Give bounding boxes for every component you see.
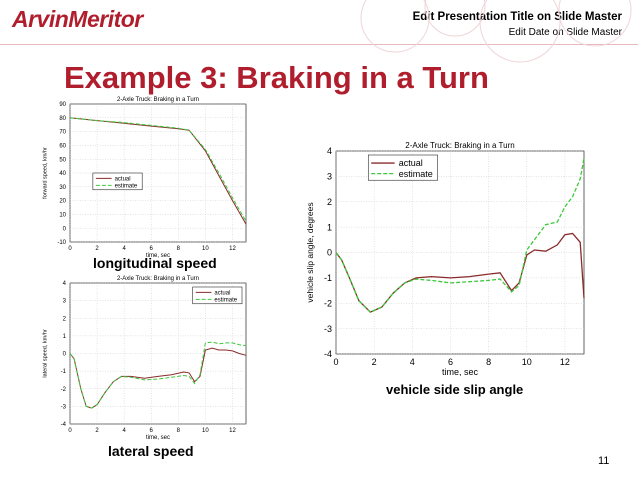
caption-lateral-speed: lateral speed xyxy=(108,443,194,459)
x-tick-label: 6 xyxy=(150,428,154,434)
series-line-estimate xyxy=(335,158,585,313)
x-tick-label: 2 xyxy=(372,357,377,367)
page-number: 11 xyxy=(598,455,610,467)
y-axis-label: forward speed, km/hr xyxy=(42,147,48,199)
legend-label: estimate xyxy=(399,169,433,179)
y-axis-label: vehicle slip angle, degrees xyxy=(305,202,315,302)
deco-circle xyxy=(360,0,430,53)
y-tick-label: 1 xyxy=(63,334,67,340)
legend-label: actual xyxy=(214,290,230,296)
brand-logo: ArvinMeritor xyxy=(12,6,143,32)
x-tick-label: 2 xyxy=(95,428,99,434)
x-axis-label: time, sec xyxy=(442,367,479,376)
chart-title: 2-Axle Truck: Braking in a Turn xyxy=(117,97,199,103)
y-tick-label: 4 xyxy=(327,146,332,156)
x-tick-label: 8 xyxy=(177,428,181,434)
x-tick-label: 0 xyxy=(68,246,72,252)
slide-title: Example 3: Braking in a Turn xyxy=(64,60,489,95)
x-axis-label: time, sec xyxy=(146,435,170,441)
presentation-title: Edit Presentation Title on Slide Master xyxy=(412,11,622,23)
y-tick-label: 0 xyxy=(63,226,67,232)
y-tick-label: -4 xyxy=(324,349,332,359)
x-tick-label: 2 xyxy=(95,246,99,252)
legend-label: actual xyxy=(115,176,131,182)
y-tick-label: 80 xyxy=(59,116,66,122)
x-tick-label: 6 xyxy=(448,357,453,367)
x-tick-label: 6 xyxy=(150,246,154,252)
y-axis-label: lateral speed, km/hr xyxy=(42,329,48,377)
y-tick-label: -2 xyxy=(61,387,67,393)
y-tick-label: -10 xyxy=(57,240,66,246)
deco-circle xyxy=(479,0,561,63)
y-tick-label: 2 xyxy=(327,197,332,207)
deco-circle xyxy=(558,0,632,47)
y-tick-label: -1 xyxy=(324,273,332,283)
y-tick-label: 20 xyxy=(59,199,66,205)
legend-label: actual xyxy=(399,158,423,168)
x-tick-label: 10 xyxy=(202,428,209,434)
y-tick-label: -3 xyxy=(324,324,332,334)
y-tick-label: -2 xyxy=(324,298,332,308)
x-tick-label: 4 xyxy=(410,357,415,367)
chart-title: 2-Axle Truck: Braking in a Turn xyxy=(405,141,514,150)
y-tick-label: -3 xyxy=(61,404,67,410)
chart-title: 2-Axle Truck: Braking in a Turn xyxy=(117,276,199,282)
y-tick-label: 0 xyxy=(327,248,332,258)
y-tick-label: 3 xyxy=(63,299,67,305)
caption-side-slip-angle: vehicle side slip angle xyxy=(386,382,524,397)
legend-label: estimate xyxy=(214,298,237,304)
y-tick-label: 50 xyxy=(59,157,66,163)
x-tick-label: 8 xyxy=(486,357,491,367)
x-tick-label: 8 xyxy=(177,246,181,252)
y-tick-label: 10 xyxy=(59,213,66,219)
x-tick-label: 4 xyxy=(122,246,126,252)
x-tick-label: 0 xyxy=(333,357,338,367)
plot-area xyxy=(335,150,585,355)
x-tick-label: 4 xyxy=(122,428,126,434)
legend-label: estimate xyxy=(115,184,138,190)
y-tick-label: 40 xyxy=(59,171,66,177)
x-tick-label: 12 xyxy=(560,357,570,367)
x-tick-label: 12 xyxy=(229,246,236,252)
y-tick-label: 1 xyxy=(327,222,332,232)
y-tick-label: 60 xyxy=(59,144,66,150)
x-tick-label: 12 xyxy=(229,428,236,434)
x-tick-label: 10 xyxy=(522,357,532,367)
x-axis-label: time, sec xyxy=(146,253,170,259)
y-tick-label: 70 xyxy=(59,130,66,136)
series-line-estimate xyxy=(69,341,247,409)
presentation-date: Edit Date on Slide Master xyxy=(508,27,622,38)
legend-box xyxy=(367,154,438,181)
y-tick-label: 4 xyxy=(63,281,67,287)
y-tick-label: 3 xyxy=(327,172,332,182)
x-tick-label: 10 xyxy=(202,246,209,252)
y-tick-label: -4 xyxy=(61,422,67,428)
deco-circle xyxy=(424,0,486,37)
header-divider xyxy=(0,44,638,45)
x-tick-label: 0 xyxy=(68,428,72,434)
y-tick-label: 30 xyxy=(59,185,66,191)
y-tick-label: 2 xyxy=(63,316,67,322)
y-tick-label: -1 xyxy=(61,369,67,375)
y-tick-label: 90 xyxy=(59,102,66,108)
series-line-estimate xyxy=(69,117,247,222)
caption-longitudinal-speed: longitudinal speed xyxy=(93,255,217,271)
y-tick-label: 0 xyxy=(63,352,67,358)
